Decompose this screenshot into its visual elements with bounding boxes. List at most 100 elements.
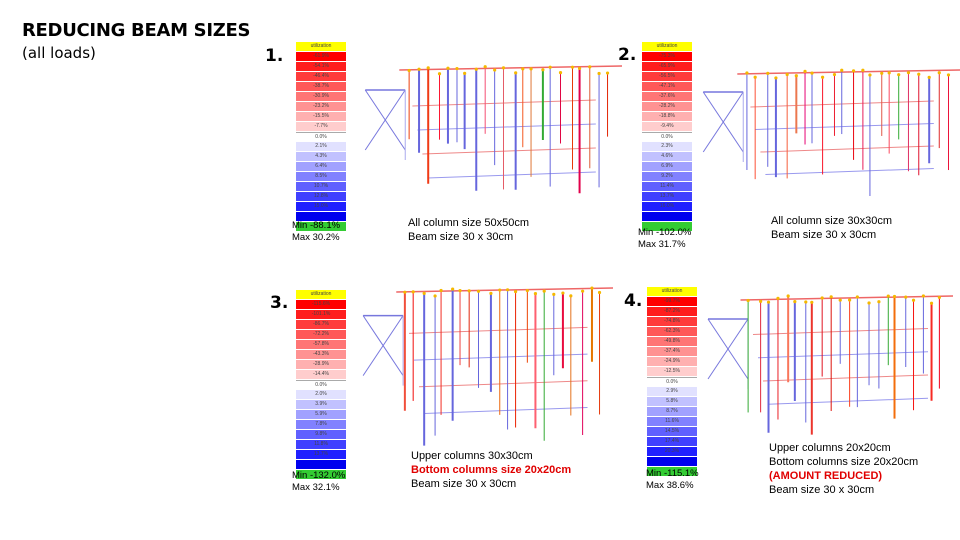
- node-marker: [426, 66, 430, 70]
- legend-header: utilization: [647, 287, 697, 296]
- legend-row: -99.7%: [647, 297, 697, 306]
- structural-model-view: [364, 65, 622, 194]
- legend-row: 14.5%: [647, 427, 697, 436]
- legend-row: [647, 457, 697, 466]
- node-marker: [746, 298, 750, 303]
- legend-row-extra: [647, 467, 697, 476]
- legend-row: 13.7%: [642, 192, 692, 201]
- min-max-values: Min -102.0% Max 31.7%: [638, 227, 691, 251]
- node-marker: [892, 294, 897, 299]
- legend-row: -65.9%: [642, 62, 692, 71]
- structural-model-view: [707, 294, 953, 435]
- node-marker: [548, 65, 552, 69]
- node-marker: [946, 73, 951, 77]
- legend-row: -46.4%: [296, 72, 346, 81]
- legend-row: [296, 212, 346, 221]
- node-marker: [868, 73, 872, 77]
- node-marker: [904, 295, 908, 299]
- beam-member: [413, 353, 588, 361]
- legend-row: -87.2%: [647, 307, 697, 316]
- legend-row: -62.3%: [647, 327, 697, 336]
- node-marker: [605, 71, 610, 75]
- legend-row: -57.8%: [296, 340, 346, 349]
- beam-member: [427, 171, 596, 179]
- node-marker: [493, 68, 497, 72]
- beam-member: [399, 65, 622, 71]
- legend-row-extra: [642, 222, 692, 231]
- node-marker: [929, 301, 934, 305]
- beam-member: [767, 397, 929, 405]
- legend-row: -74.8%: [647, 317, 697, 326]
- legend-row: -47.1%: [642, 82, 692, 91]
- legend-row: 15.0%: [296, 202, 346, 211]
- beam-member: [762, 374, 929, 382]
- legend-row: -43.3%: [296, 350, 346, 359]
- node-marker: [803, 69, 807, 73]
- node-marker: [541, 68, 545, 72]
- node-marker: [840, 68, 844, 72]
- beam-member: [412, 99, 596, 107]
- panel-number: 2.: [618, 45, 637, 65]
- caption-line: All column size 30x30cm: [771, 215, 893, 227]
- caption-line: Upper columns 30x30cm: [411, 450, 533, 462]
- node-marker: [804, 300, 808, 304]
- beam-member: [417, 123, 596, 131]
- legend-row: 0.0%: [642, 132, 692, 141]
- legend-row: -23.2%: [296, 102, 346, 111]
- legend-row-extra: [296, 470, 346, 479]
- node-marker: [794, 74, 798, 78]
- legend-row: -18.8%: [642, 112, 692, 121]
- beam-member: [737, 69, 960, 75]
- caption-line: Upper columns 20x20cm: [769, 442, 891, 454]
- beam-member: [408, 326, 588, 334]
- legend-header: utilization: [296, 290, 346, 299]
- node-marker: [917, 72, 921, 76]
- legend-row: 12.8%: [296, 192, 346, 201]
- legend-row: [642, 212, 692, 221]
- node-marker: [577, 66, 582, 70]
- node-marker: [407, 68, 411, 73]
- structural-model-view: [362, 286, 613, 446]
- node-marker: [906, 71, 911, 75]
- max-value: Max 31.7%: [638, 239, 686, 250]
- node-marker: [911, 298, 916, 302]
- node-marker: [861, 68, 865, 72]
- node-marker: [887, 71, 891, 75]
- min-value: Min -88.1%: [292, 220, 341, 231]
- node-marker: [533, 292, 538, 296]
- node-marker: [937, 71, 941, 75]
- legend-row: 2.9%: [647, 387, 697, 396]
- node-marker: [766, 300, 771, 304]
- legend-row: 8.7%: [647, 407, 697, 416]
- legend-row: -15.5%: [296, 112, 346, 121]
- caption-line: (AMOUNT REDUCED): [769, 470, 883, 482]
- node-marker: [422, 291, 426, 295]
- legend-row: 4.6%: [642, 152, 692, 161]
- legend-row: 5.9%: [296, 410, 346, 419]
- min-value: Min -132.0%: [292, 470, 346, 481]
- node-marker: [774, 76, 778, 80]
- beam-member: [740, 295, 953, 301]
- legend-row: 9.8%: [296, 430, 346, 439]
- node-marker: [921, 294, 926, 298]
- legend-row: 17.4%: [647, 437, 697, 446]
- legend-row: 5.8%: [647, 397, 697, 406]
- caption-line: Beam size 30 x 30cm: [771, 229, 877, 241]
- legend-row: 2.0%: [296, 390, 346, 399]
- node-marker: [451, 287, 455, 291]
- node-marker: [569, 294, 573, 298]
- node-marker: [897, 73, 901, 77]
- legend-row: -28.9%: [296, 360, 346, 369]
- panel-number: 4.: [624, 291, 643, 311]
- legend-row: -72.2%: [296, 330, 346, 339]
- node-marker: [810, 71, 814, 75]
- node-marker: [501, 66, 506, 70]
- legend-row: 10.7%: [296, 182, 346, 191]
- node-marker: [439, 288, 443, 293]
- caption-line: Bottom columns size 20x20cm: [411, 464, 572, 476]
- slide-subtitle: (all loads): [22, 44, 96, 62]
- beam-member: [757, 351, 929, 359]
- node-marker: [820, 75, 825, 79]
- node-marker: [581, 289, 585, 293]
- node-marker: [505, 288, 510, 292]
